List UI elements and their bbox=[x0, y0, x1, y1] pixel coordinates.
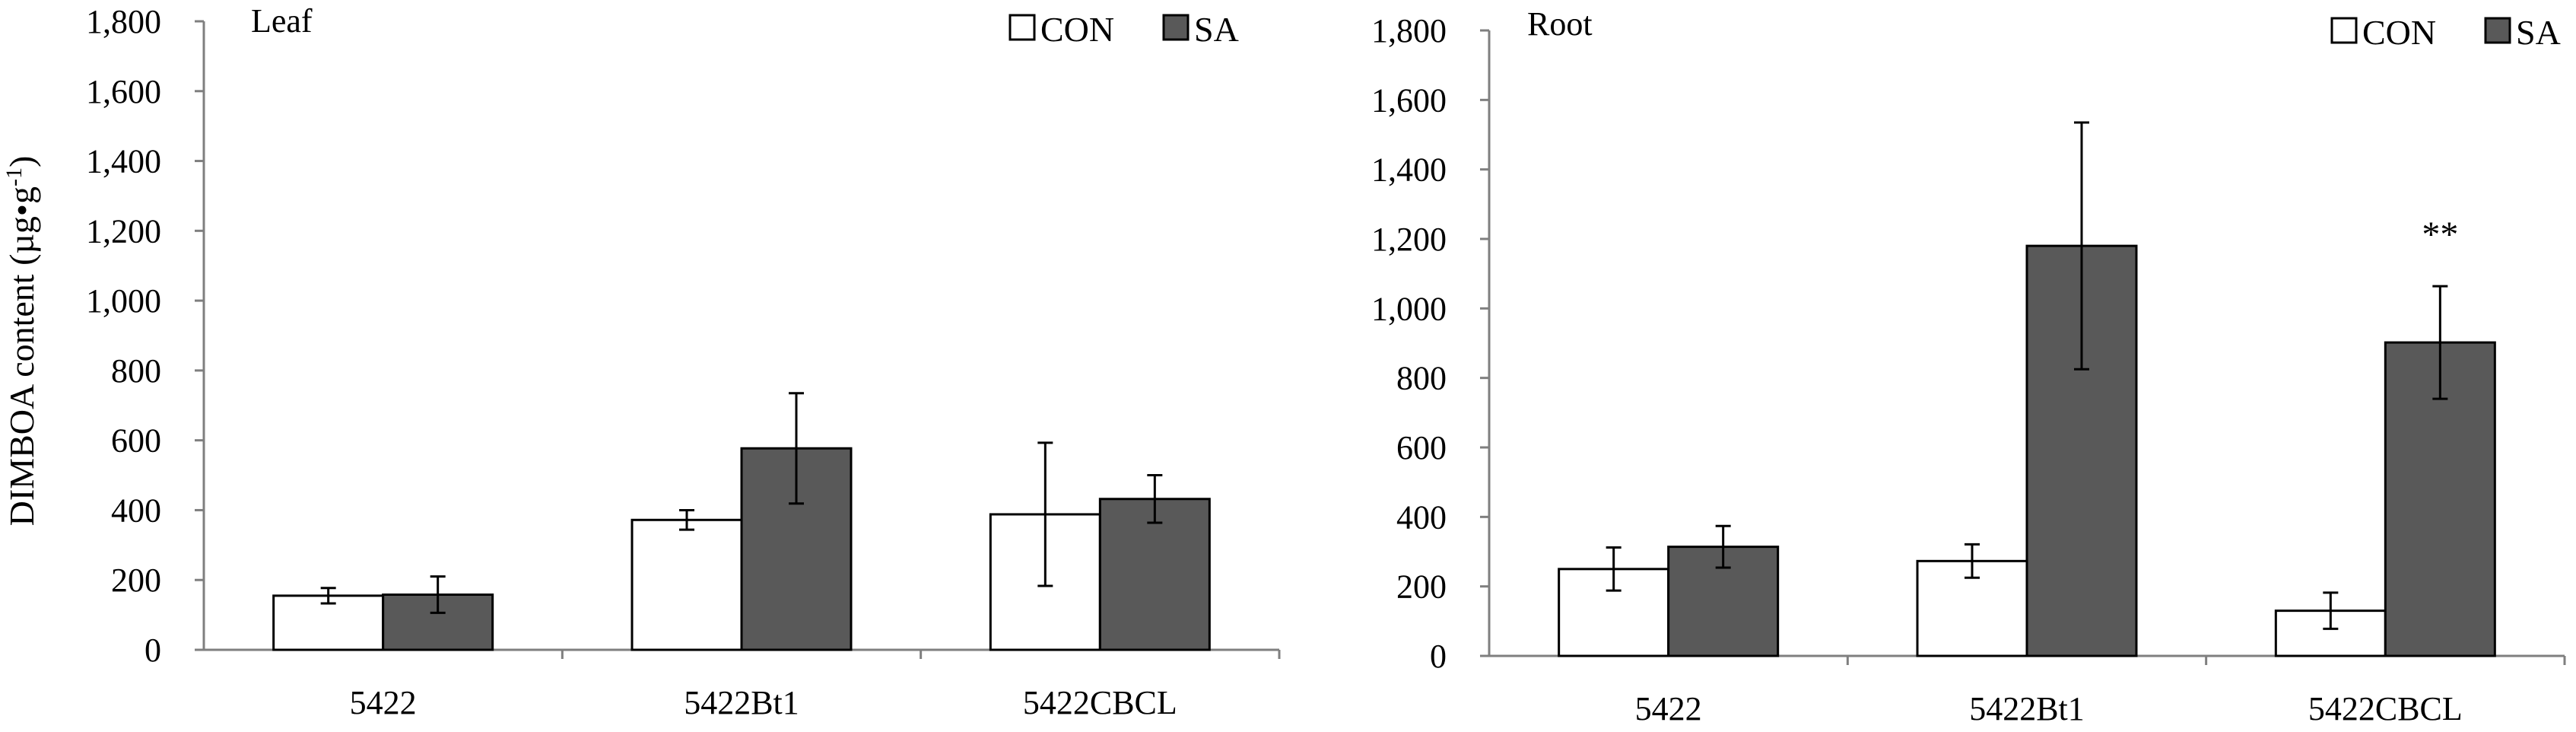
leaf-legend-swatch-sa bbox=[1162, 14, 1190, 41]
leaf-legend-label-sa: SA bbox=[1194, 10, 1239, 49]
leaf-error-bar-sa bbox=[430, 575, 446, 614]
root-y-tick-label: 1,800 bbox=[1371, 12, 1447, 49]
root-category-label: 5422CBCL bbox=[2308, 690, 2463, 727]
leaf-bar-con bbox=[631, 518, 743, 651]
root-y-tick-label: 400 bbox=[1396, 498, 1447, 536]
root-y-tick-label: 1,400 bbox=[1371, 151, 1447, 189]
leaf-legend-label-con: CON bbox=[1040, 10, 1114, 49]
root-panel: Root 0 200 400 600 800 1,000 1,200 1,400 1,600 1,… bbox=[1371, 5, 2566, 727]
panel-title-leaf: Leaf bbox=[251, 2, 313, 40]
leaf-error-bar-sa bbox=[1147, 474, 1163, 524]
root-legend-label-sa: SA bbox=[2516, 13, 2561, 52]
leaf-y-tick-label: 400 bbox=[111, 492, 161, 529]
root-error-bar-sa bbox=[2074, 121, 2089, 371]
leaf-category-label: 5422Bt1 bbox=[684, 684, 799, 721]
leaf-legend: CON SA bbox=[1008, 10, 1239, 49]
root-category-label: 5422Bt1 bbox=[1969, 690, 2085, 727]
root-error-bar-sa bbox=[2432, 285, 2448, 400]
root-y-tick-label: 0 bbox=[1430, 638, 1447, 675]
y-axis-label-superscript: -1 bbox=[2, 167, 27, 186]
leaf-y-axis: 0 200 400 600 800 1,000 1,200 1,400 1,600 1,800 bbox=[86, 3, 1281, 669]
root-y-tick-label: 200 bbox=[1396, 568, 1447, 606]
leaf-y-tick-label: 1,800 bbox=[86, 3, 161, 40]
root-bar-con bbox=[1916, 559, 2028, 657]
leaf-error-bar-sa bbox=[789, 392, 804, 505]
leaf-y-tick-label: 600 bbox=[111, 422, 161, 460]
leaf-y-tick-label: 1,000 bbox=[86, 282, 161, 320]
root-error-bar-con bbox=[2323, 591, 2339, 630]
y-axis-label-suffix: ) bbox=[2, 156, 41, 167]
root-error-bar-con bbox=[1965, 543, 1980, 579]
leaf-y-tick-label: 200 bbox=[111, 562, 161, 599]
leaf-category-label: 5422CBCL bbox=[1023, 684, 1177, 721]
leaf-y-tick-label: 1,400 bbox=[86, 143, 161, 180]
root-y-tick-label: 1,600 bbox=[1371, 81, 1447, 119]
leaf-error-bar-con bbox=[320, 587, 336, 605]
leaf-legend-swatch-con bbox=[1008, 14, 1036, 41]
root-legend-swatch-con bbox=[2330, 17, 2358, 44]
leaf-y-tick-label: 1,600 bbox=[86, 73, 161, 110]
root-category-label: 5422 bbox=[1635, 690, 1702, 727]
root-error-bar-sa bbox=[1715, 524, 1731, 569]
leaf-bar-con bbox=[272, 594, 385, 651]
root-bars: ** bbox=[1558, 121, 2496, 657]
root-y-tick-label: 600 bbox=[1396, 429, 1447, 466]
leaf-error-bar-con bbox=[1037, 441, 1053, 587]
y-axis-label: DIMBOA content (µg•g-1) bbox=[2, 156, 41, 527]
leaf-x-axis-labels: 5422 5422Bt1 5422CBCL bbox=[350, 684, 1177, 721]
root-y-tick-label: 800 bbox=[1396, 360, 1447, 397]
y-axis-label-main: DIMBOA content (µg•g bbox=[2, 186, 41, 526]
root-legend-swatch-sa bbox=[2484, 17, 2511, 44]
root-significance-label: ** bbox=[2422, 215, 2458, 255]
root-y-tick-label: 1,000 bbox=[1371, 290, 1447, 327]
leaf-error-bar-con bbox=[679, 508, 694, 531]
root-legend-label-con: CON bbox=[2362, 13, 2436, 52]
root-legend: CON SA bbox=[2330, 13, 2561, 52]
leaf-y-tick-label: 1,200 bbox=[86, 212, 161, 250]
leaf-category-label: 5422 bbox=[350, 684, 417, 721]
leaf-y-tick-label: 800 bbox=[111, 352, 161, 390]
root-y-axis: 0 200 400 600 800 1,000 1,200 1,400 1,600 1,800 bbox=[1371, 12, 2566, 675]
leaf-bar-sa bbox=[1098, 498, 1211, 651]
leaf-panel: Leaf 0 200 400 600 800 1,000 1,200 1,400 1,600 1,… bbox=[86, 2, 1281, 721]
leaf-bars bbox=[272, 392, 1211, 651]
leaf-y-tick-label: 0 bbox=[145, 632, 161, 669]
panel-title-root: Root bbox=[1527, 5, 1593, 43]
root-x-axis-labels: 5422 5422Bt1 5422CBCL bbox=[1635, 690, 2463, 727]
root-y-tick-label: 1,200 bbox=[1371, 221, 1447, 258]
root-error-bar-con bbox=[1606, 546, 1622, 592]
